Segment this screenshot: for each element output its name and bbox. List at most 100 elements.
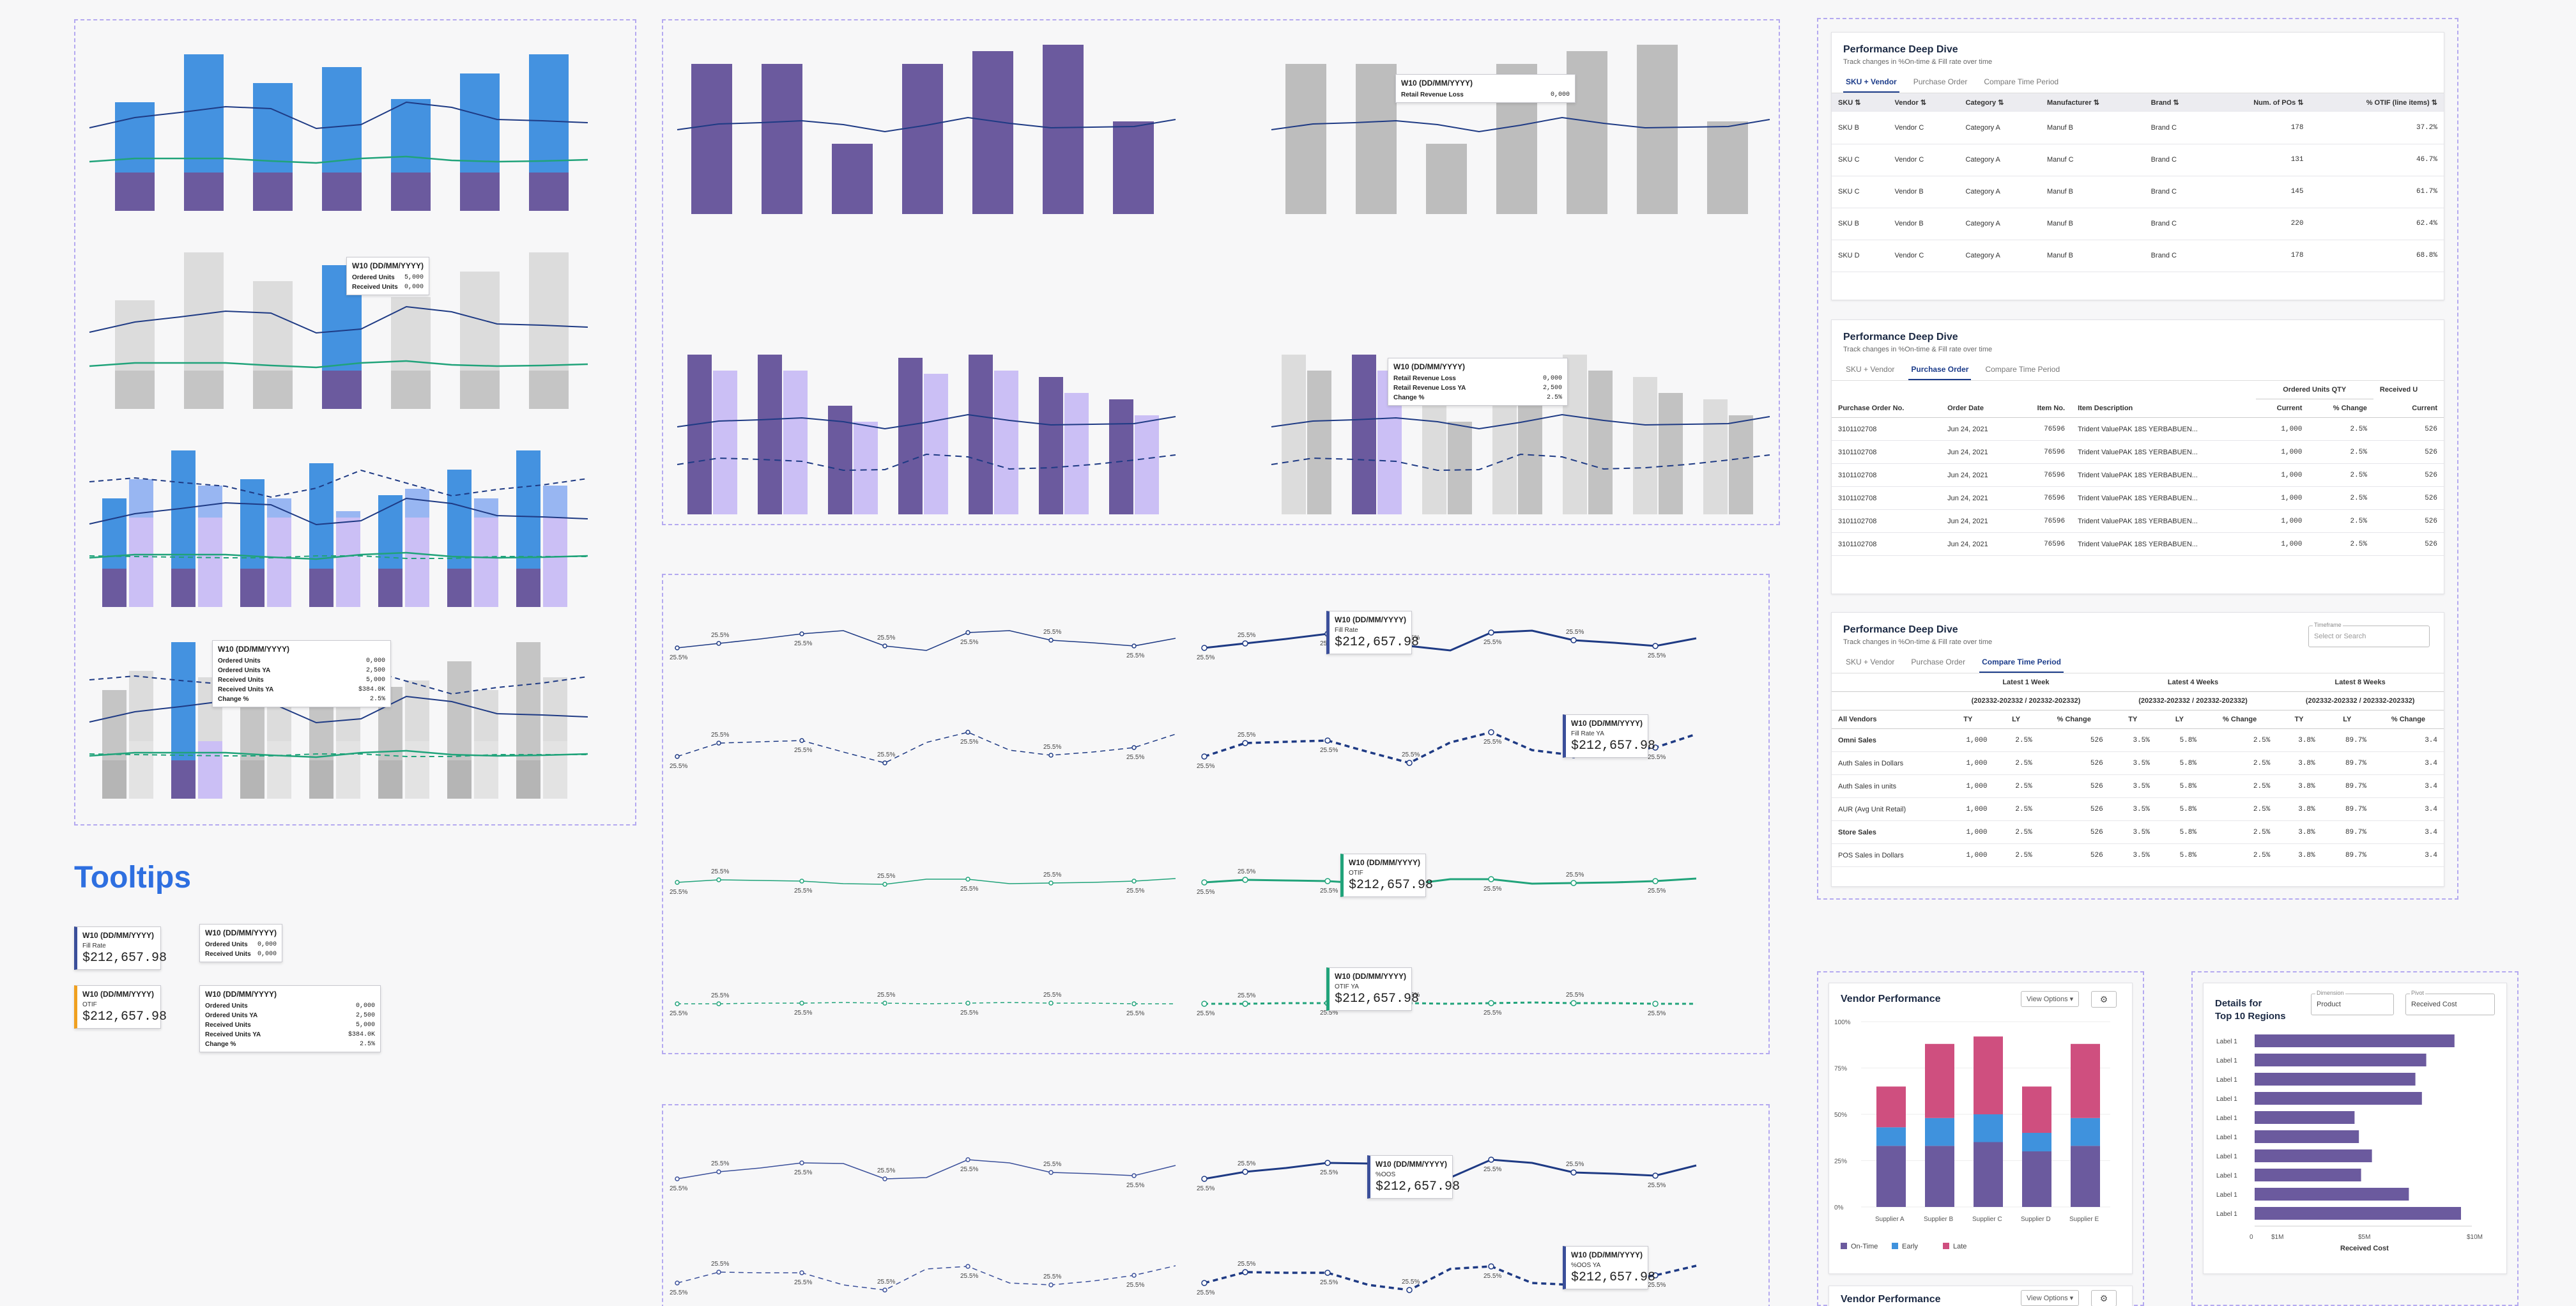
column-header[interactable]: Manufacturer ⇅ [2040,93,2145,112]
metric-label: OTIF [1349,870,1363,877]
table-cell: 1,000 [1942,728,1994,752]
tab-sku-vendor[interactable]: SKU + Vendor [1843,72,1899,93]
table-row[interactable]: Omni Sales 1,000 2.5% 526 3.5% 5.8% 2.5% 3.8% 89… [1832,728,2444,752]
bar-bottom [198,741,222,799]
series-line-ya [1271,453,1770,472]
tab-purchase-order[interactable]: Purchase Order [1911,657,1966,666]
bar-late [1974,1036,2003,1114]
table-row[interactable]: 3101102708 Jun 24, 2021 76596 Trident Value… [1832,463,2444,487]
column-header: Latest 8 Weeks [2276,673,2444,692]
top-regions-chart: Label 1 Label 1 Label 1 Label 1 Label 1 Label… [2216,1034,2483,1252]
column-header[interactable]: Order Date [1941,399,2016,418]
label: Change % [1393,394,1425,401]
data-label: 25.5% [1648,1182,1666,1189]
tab-sku-vendor[interactable]: SKU + Vendor [1846,657,1895,666]
column-header[interactable]: % Change [2308,399,2373,418]
table-cell: Trident ValuePAK 18S YERBABUEN... [2071,486,2256,510]
column-header[interactable]: % OTIF (line items) ⇅ [2310,93,2444,112]
bar-top [184,54,224,173]
pivot-value: Received Cost [2411,1001,2457,1008]
tab-purchase-order[interactable]: Purchase Order [1908,360,1972,380]
data-label: 25.5% [794,887,812,895]
table-cell: 3.5% [2109,820,2156,844]
column-header[interactable]: Current [2373,399,2444,418]
line-chart-green: 25.5% 25.5% 25.5% 25.5% 25.5% 25.5% 25.5% [670,868,1176,896]
column-header[interactable]: Num. of POs ⇅ [2209,93,2310,112]
value: 2.5% [1546,394,1562,401]
series-line [677,630,1176,651]
timeframe-select[interactable]: Timeframe Select or Search [2308,622,2430,647]
table-row[interactable]: SKU C Vendor B Category A Manuf B Brand C 145… [1832,176,2444,208]
data-label: 25.5% [1126,887,1144,895]
data-point [716,877,721,882]
data-label: 25.5% [1126,1282,1144,1289]
bar-bottom [253,173,293,211]
table-row[interactable]: POS Sales in Dollars 1,000 2.5% 526 3.5% 5.8%… [1832,843,2444,867]
table-row[interactable]: 3101102708 Jun 24, 2021 76596 Trident Value… [1832,486,2444,510]
x-tick-label: $5M [2358,1234,2370,1241]
pivot-select[interactable]: Pivot Received Cost [2405,990,2495,1015]
dimension-select[interactable]: Dimension Product [2311,990,2394,1015]
x-tick-label: Supplier B [1924,1216,1953,1223]
column-header[interactable]: Current [2255,399,2309,418]
tab-compare-time[interactable]: Compare Time Period [1984,77,2059,86]
column-header[interactable]: Brand ⇅ [2144,93,2210,112]
y-tick-label: 50% [1834,1112,1847,1119]
table-row[interactable]: Store Sales 1,000 2.5% 526 3.5% 5.8% 2.5% 3.8% 8… [1832,820,2444,844]
tab-compare-time[interactable]: Compare Time Period [1985,365,2060,374]
label: Ordered Units YA [205,1012,258,1019]
table-cell: 3101102708 [1832,532,1942,556]
bar [1307,371,1331,514]
table-row[interactable]: Auth Sales in units 1,000 2.5% 526 3.5% 5.8% 2… [1832,774,2444,798]
series-line [677,1002,1176,1004]
bar [1282,355,1306,514]
series-line [677,413,1176,430]
tab-purchase-order[interactable]: Purchase Order [1913,77,1968,86]
column-header[interactable]: Item Description [2071,399,2256,418]
data-label: 25.5% [1197,763,1215,770]
tab-compare-time[interactable]: Compare Time Period [1979,652,2064,673]
table-row[interactable]: Auth Sales in Dollars 1,000 2.5% 526 3.5% 5.8… [1832,751,2444,775]
value: $384.0K [348,1031,375,1038]
data-label: 25.5% [1483,739,1501,746]
column-header[interactable]: Category ⇅ [1959,93,2041,112]
data-point [882,1001,887,1006]
value: 2,500 [1542,385,1562,392]
table-row[interactable]: SKU B Vendor B Category A Manuf B Brand C 220… [1832,208,2444,240]
table-cell: 3.5% [2109,728,2156,752]
bar-bottom [267,741,291,799]
table-row[interactable]: 3101102708 Jun 24, 2021 76596 Trident Value… [1832,440,2444,464]
line-chart-navy-bold: 25.5%25.5%25.5%25.5%25.5%25.5%25.5% [1197,629,1697,661]
column-header[interactable]: Purchase Order No. [1832,399,1942,418]
data-label: 25.5% [960,886,978,893]
table-cell: 178 [2209,240,2310,272]
table-cell: 526 [2038,843,2110,867]
data-label: 25.5% [1648,887,1666,895]
gear-icon[interactable]: ⚙ [2091,1290,2117,1306]
table-row[interactable]: AUR (Avg Unit Retail) 1,000 2.5% 526 3.5% 5.8… [1832,797,2444,821]
gear-icon[interactable]: ⚙ [2091,991,2117,1008]
bar-top [129,479,153,518]
y-tick-label: Label 1 [2216,1172,2237,1179]
table-row[interactable]: SKU B Vendor C Category A Manuf B Brand C 178… [1832,112,2444,144]
view-options-button[interactable]: View Options ▾ [2021,1290,2080,1306]
tab-sku-vendor[interactable]: SKU + Vendor [1846,365,1895,374]
table-row[interactable]: 3101102708 Jun 24, 2021 76596 Trident Value… [1832,509,2444,533]
table-row[interactable]: 3101102708 Jun 24, 2021 76596 Trident Value… [1832,417,2444,441]
bar-top [102,690,126,760]
series-line [677,1159,1176,1179]
table-row[interactable]: 3101102708 Jun 24, 2021 76596 Trident Value… [1832,532,2444,556]
bar-top [529,252,569,371]
column-header[interactable]: Vendor ⇅ [1888,93,1959,112]
table-cell: 89.7% [2321,797,2373,821]
table-row[interactable]: SKU C Vendor C Category A Manuf C Brand C 131… [1832,144,2444,176]
column-header: LY [2321,710,2373,729]
line-chart-navy: 25.5% 25.5% 25.5% 25.5% 25.5% 25.5% 25.5% [670,629,1176,661]
table-row[interactable]: SKU D Vendor C Category A Manuf B Brand C 178… [1832,240,2444,272]
column-header[interactable]: SKU ⇅ [1832,93,1889,112]
view-options-button[interactable]: View Options ▾ [2021,991,2080,1007]
column-header[interactable]: Item No. [2015,399,2072,418]
data-point [965,877,970,882]
tooltip-title: W10 (DD/MM/YYYY) [1571,1250,1643,1259]
value: 5,000 [355,1022,375,1029]
